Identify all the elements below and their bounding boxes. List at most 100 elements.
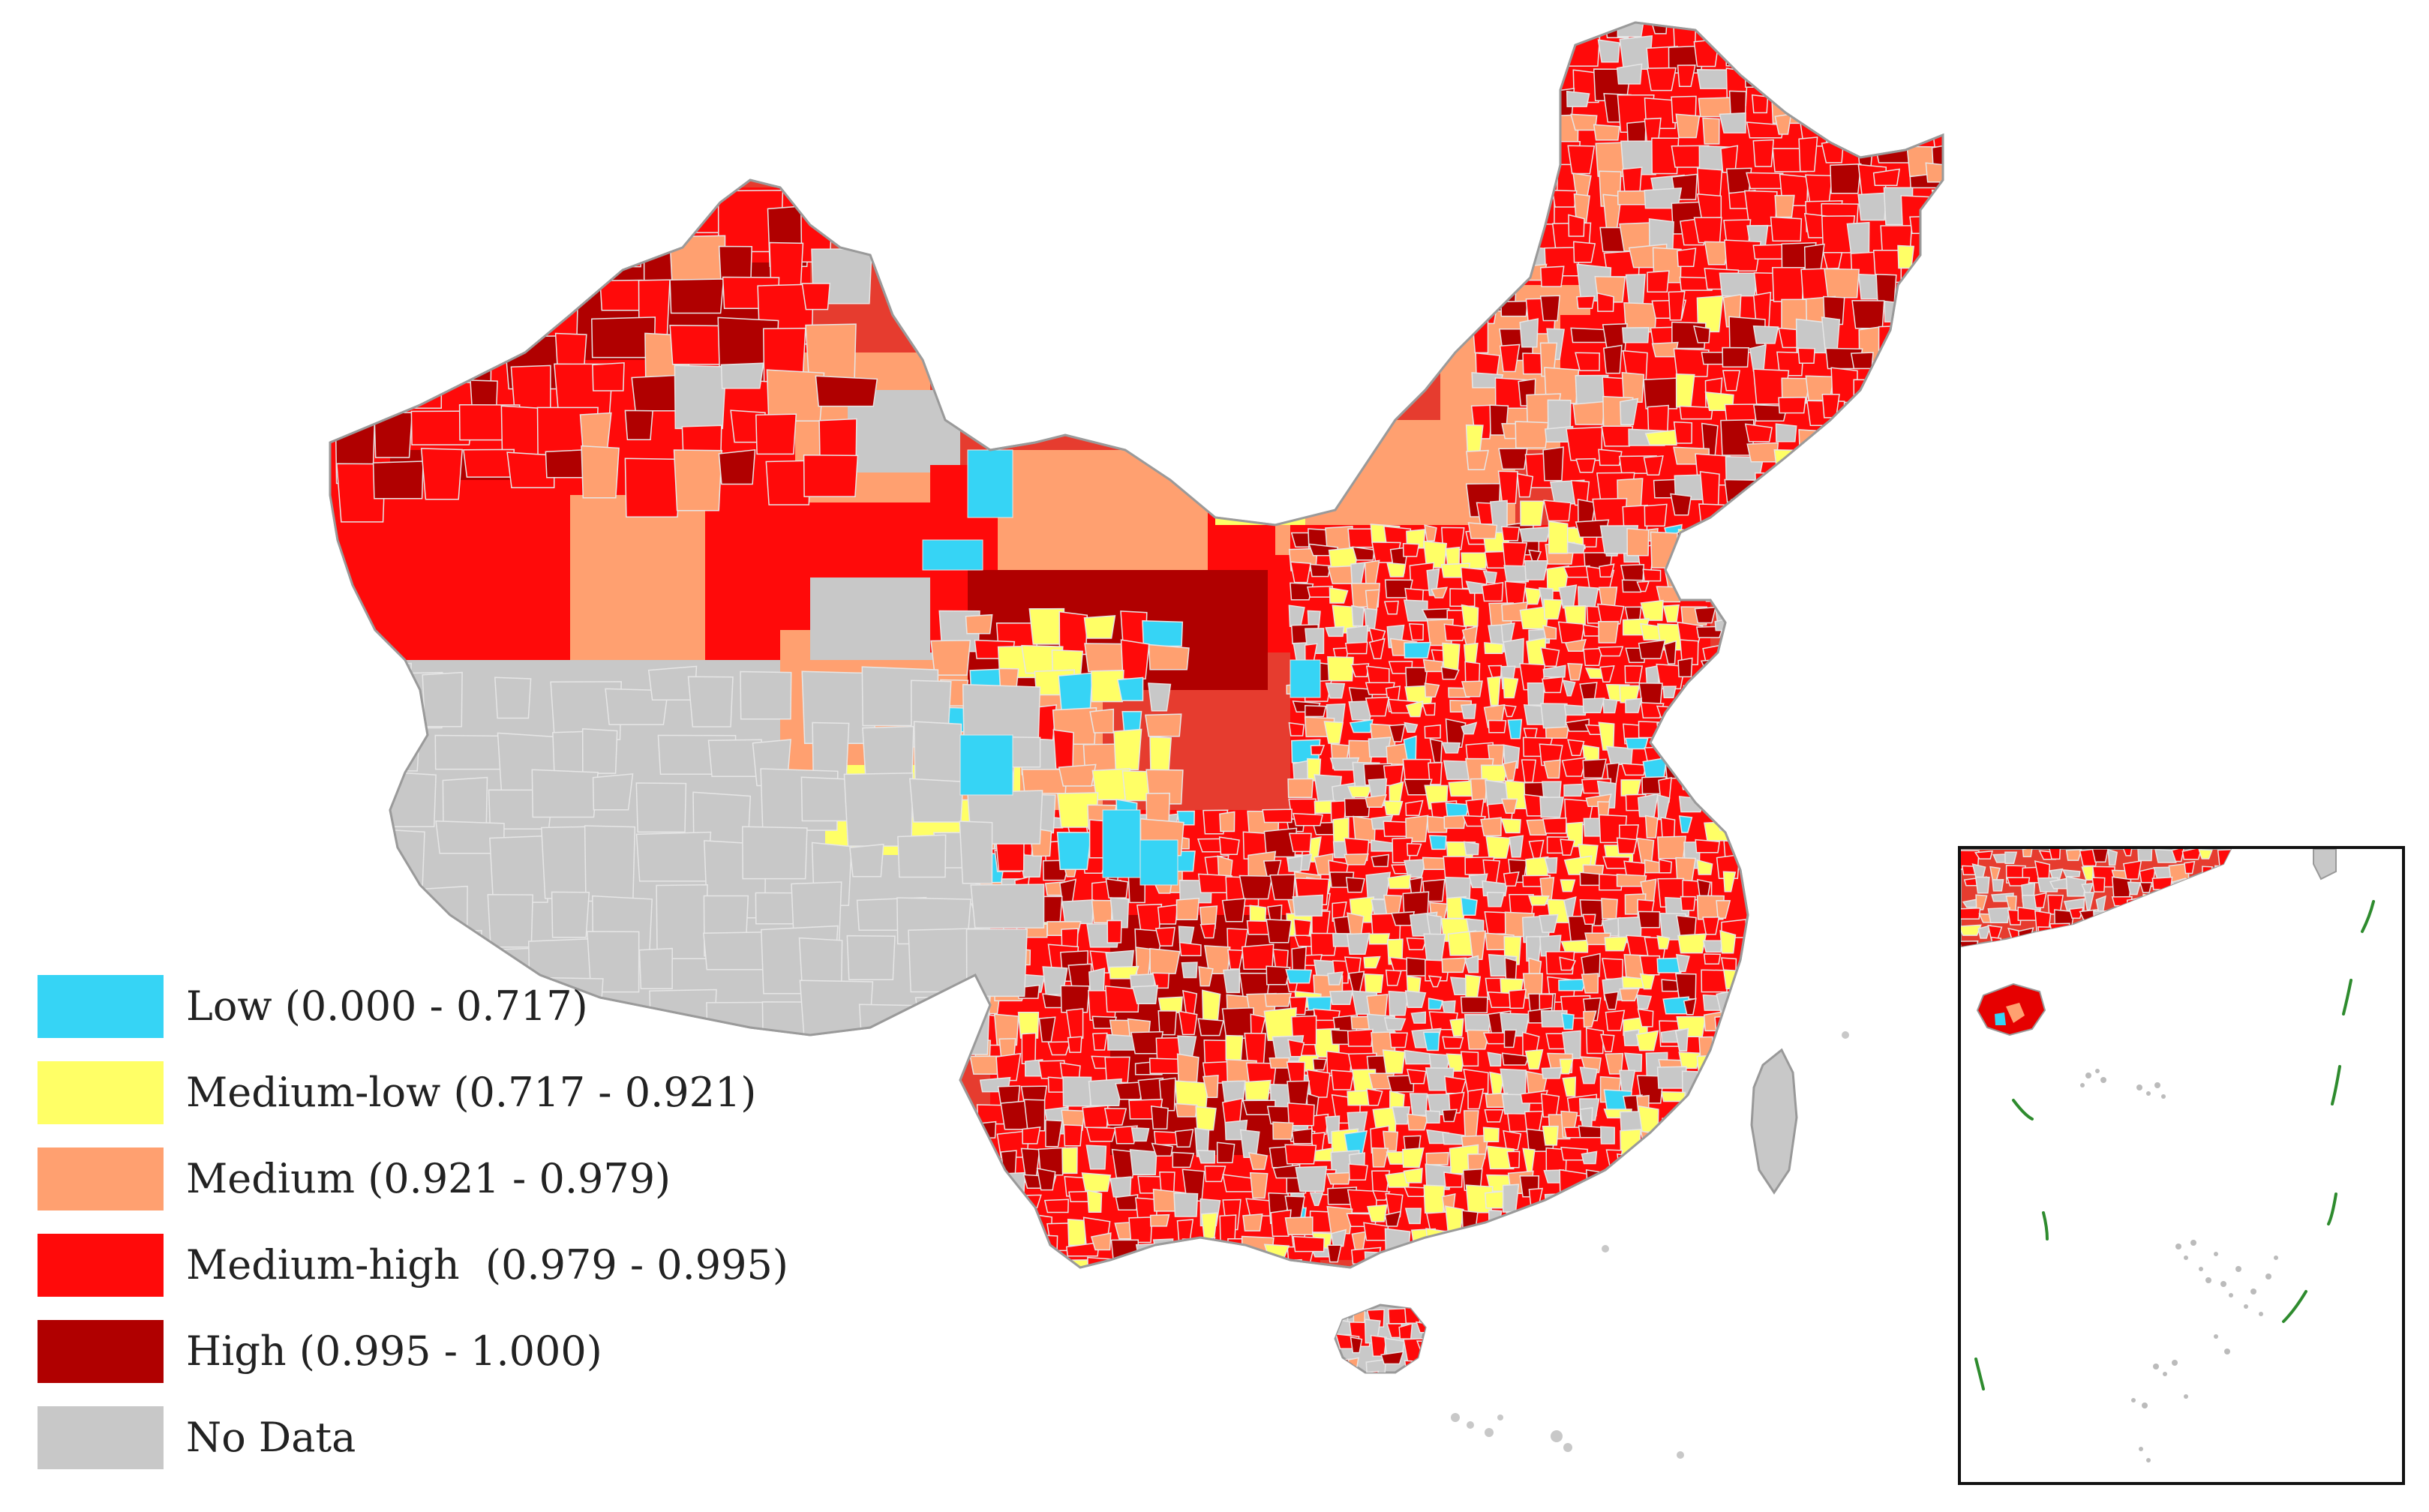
county-cell <box>1091 670 1124 703</box>
county-cell <box>1404 1208 1422 1225</box>
county-cell <box>1719 112 1746 134</box>
county-cell <box>2122 926 2135 945</box>
county-cell <box>1725 167 1752 194</box>
county-cell <box>1620 763 1647 776</box>
county-cell <box>1585 1169 1610 1183</box>
county-cell <box>1636 580 1650 592</box>
county-cell <box>2137 849 2153 862</box>
county-cell <box>1463 1068 1489 1094</box>
county-cell <box>849 843 884 878</box>
county-cell <box>1647 270 1670 293</box>
county-cell <box>1266 965 1291 986</box>
legend-label-no-data: No Data <box>186 1414 356 1461</box>
county-cell <box>1547 399 1572 432</box>
county-cell <box>1288 722 1305 736</box>
county-cell <box>1460 704 1477 719</box>
county-cell <box>1679 276 1714 291</box>
county-cell <box>1175 1257 1197 1268</box>
county-cell <box>1494 67 1531 85</box>
county-cell <box>1699 1245 1718 1268</box>
county-cell <box>2068 907 2085 919</box>
county-cell <box>1527 682 1545 706</box>
county-cell <box>2111 876 2132 898</box>
county-cell <box>1701 22 1732 35</box>
county-cell <box>1559 956 1577 971</box>
county-cell <box>954 995 990 1055</box>
county-cell <box>1404 859 1427 878</box>
county-cell <box>1419 1354 1425 1372</box>
county-cell <box>1704 1214 1731 1240</box>
county-cell <box>1582 758 1607 778</box>
legend-label-medium-low: Medium-low (0.717 - 0.921) <box>186 1069 757 1116</box>
county-cell <box>1442 1036 1464 1049</box>
county-cell <box>2091 849 2109 863</box>
county-cell <box>1173 1192 1199 1217</box>
county-cell <box>1909 215 1938 234</box>
county-cell <box>461 200 518 244</box>
county-cell <box>1445 718 1467 748</box>
county-cell <box>1902 22 1942 41</box>
county-cell <box>1720 644 1742 657</box>
county-cell <box>1848 116 1868 131</box>
county-cell <box>1368 638 1386 659</box>
county-cell <box>1199 923 1217 939</box>
county-cell <box>1266 919 1293 944</box>
county-cell <box>1539 796 1564 818</box>
county-cell <box>1799 22 1836 39</box>
county-cell <box>1572 22 1589 39</box>
county-cell <box>1526 1225 1541 1253</box>
county-cell <box>993 1013 1019 1046</box>
county-cell <box>1850 352 1874 370</box>
county-cell <box>1853 526 1889 553</box>
county-cell <box>965 928 1028 998</box>
county-cell <box>2213 922 2231 938</box>
county-cell <box>1704 1068 1721 1092</box>
county-cell <box>1561 1030 1581 1060</box>
county-cell <box>1716 688 1746 712</box>
county-cell <box>1713 1049 1734 1064</box>
county-cell <box>1897 39 1926 76</box>
county-cell <box>803 454 859 497</box>
county-cell <box>1293 1269 1305 1292</box>
county-cell <box>1699 471 1720 509</box>
county-cell <box>1515 220 1539 257</box>
county-cell <box>1704 1262 1722 1268</box>
county-cell <box>1578 1125 1602 1138</box>
county-cell <box>1619 988 1640 1002</box>
county-cell <box>1931 189 1943 214</box>
county-cell <box>1928 97 1943 134</box>
county-cell <box>1036 1167 1056 1191</box>
county-cell <box>1312 1058 1327 1071</box>
county-cell <box>1658 1125 1676 1150</box>
county-cell <box>1350 1336 1363 1354</box>
county-cell <box>972 1166 989 1190</box>
county-cell <box>2110 910 2133 922</box>
county-cell <box>1828 454 1852 487</box>
county-cell <box>1974 850 1993 860</box>
county-cell <box>1975 894 1988 910</box>
county-cell <box>493 287 536 316</box>
county-cell <box>1500 526 1521 542</box>
county-cell <box>1148 1058 1183 1075</box>
county-cell <box>1287 855 1303 872</box>
county-cell <box>502 187 542 246</box>
county-cell <box>1345 877 1365 893</box>
county-cell <box>1060 985 1090 1013</box>
county-cell <box>1058 610 1088 656</box>
county-cell <box>2212 896 2223 908</box>
county-cell <box>1598 620 1620 644</box>
county-cell <box>330 788 375 842</box>
county-cell <box>1560 879 1576 892</box>
county-cell <box>1507 718 1523 740</box>
county-cell <box>2184 860 2196 874</box>
inset-svg <box>1961 849 2375 1462</box>
county-cell <box>2049 922 2070 936</box>
county-cell <box>969 1145 994 1165</box>
county-cell <box>638 947 673 990</box>
county-cell <box>1821 316 1841 354</box>
inset-islands <box>2080 1069 2278 1462</box>
county-cell <box>1486 891 1506 908</box>
legend-item-no-data: No Data <box>38 1406 863 1492</box>
county-cell <box>1931 143 1943 169</box>
